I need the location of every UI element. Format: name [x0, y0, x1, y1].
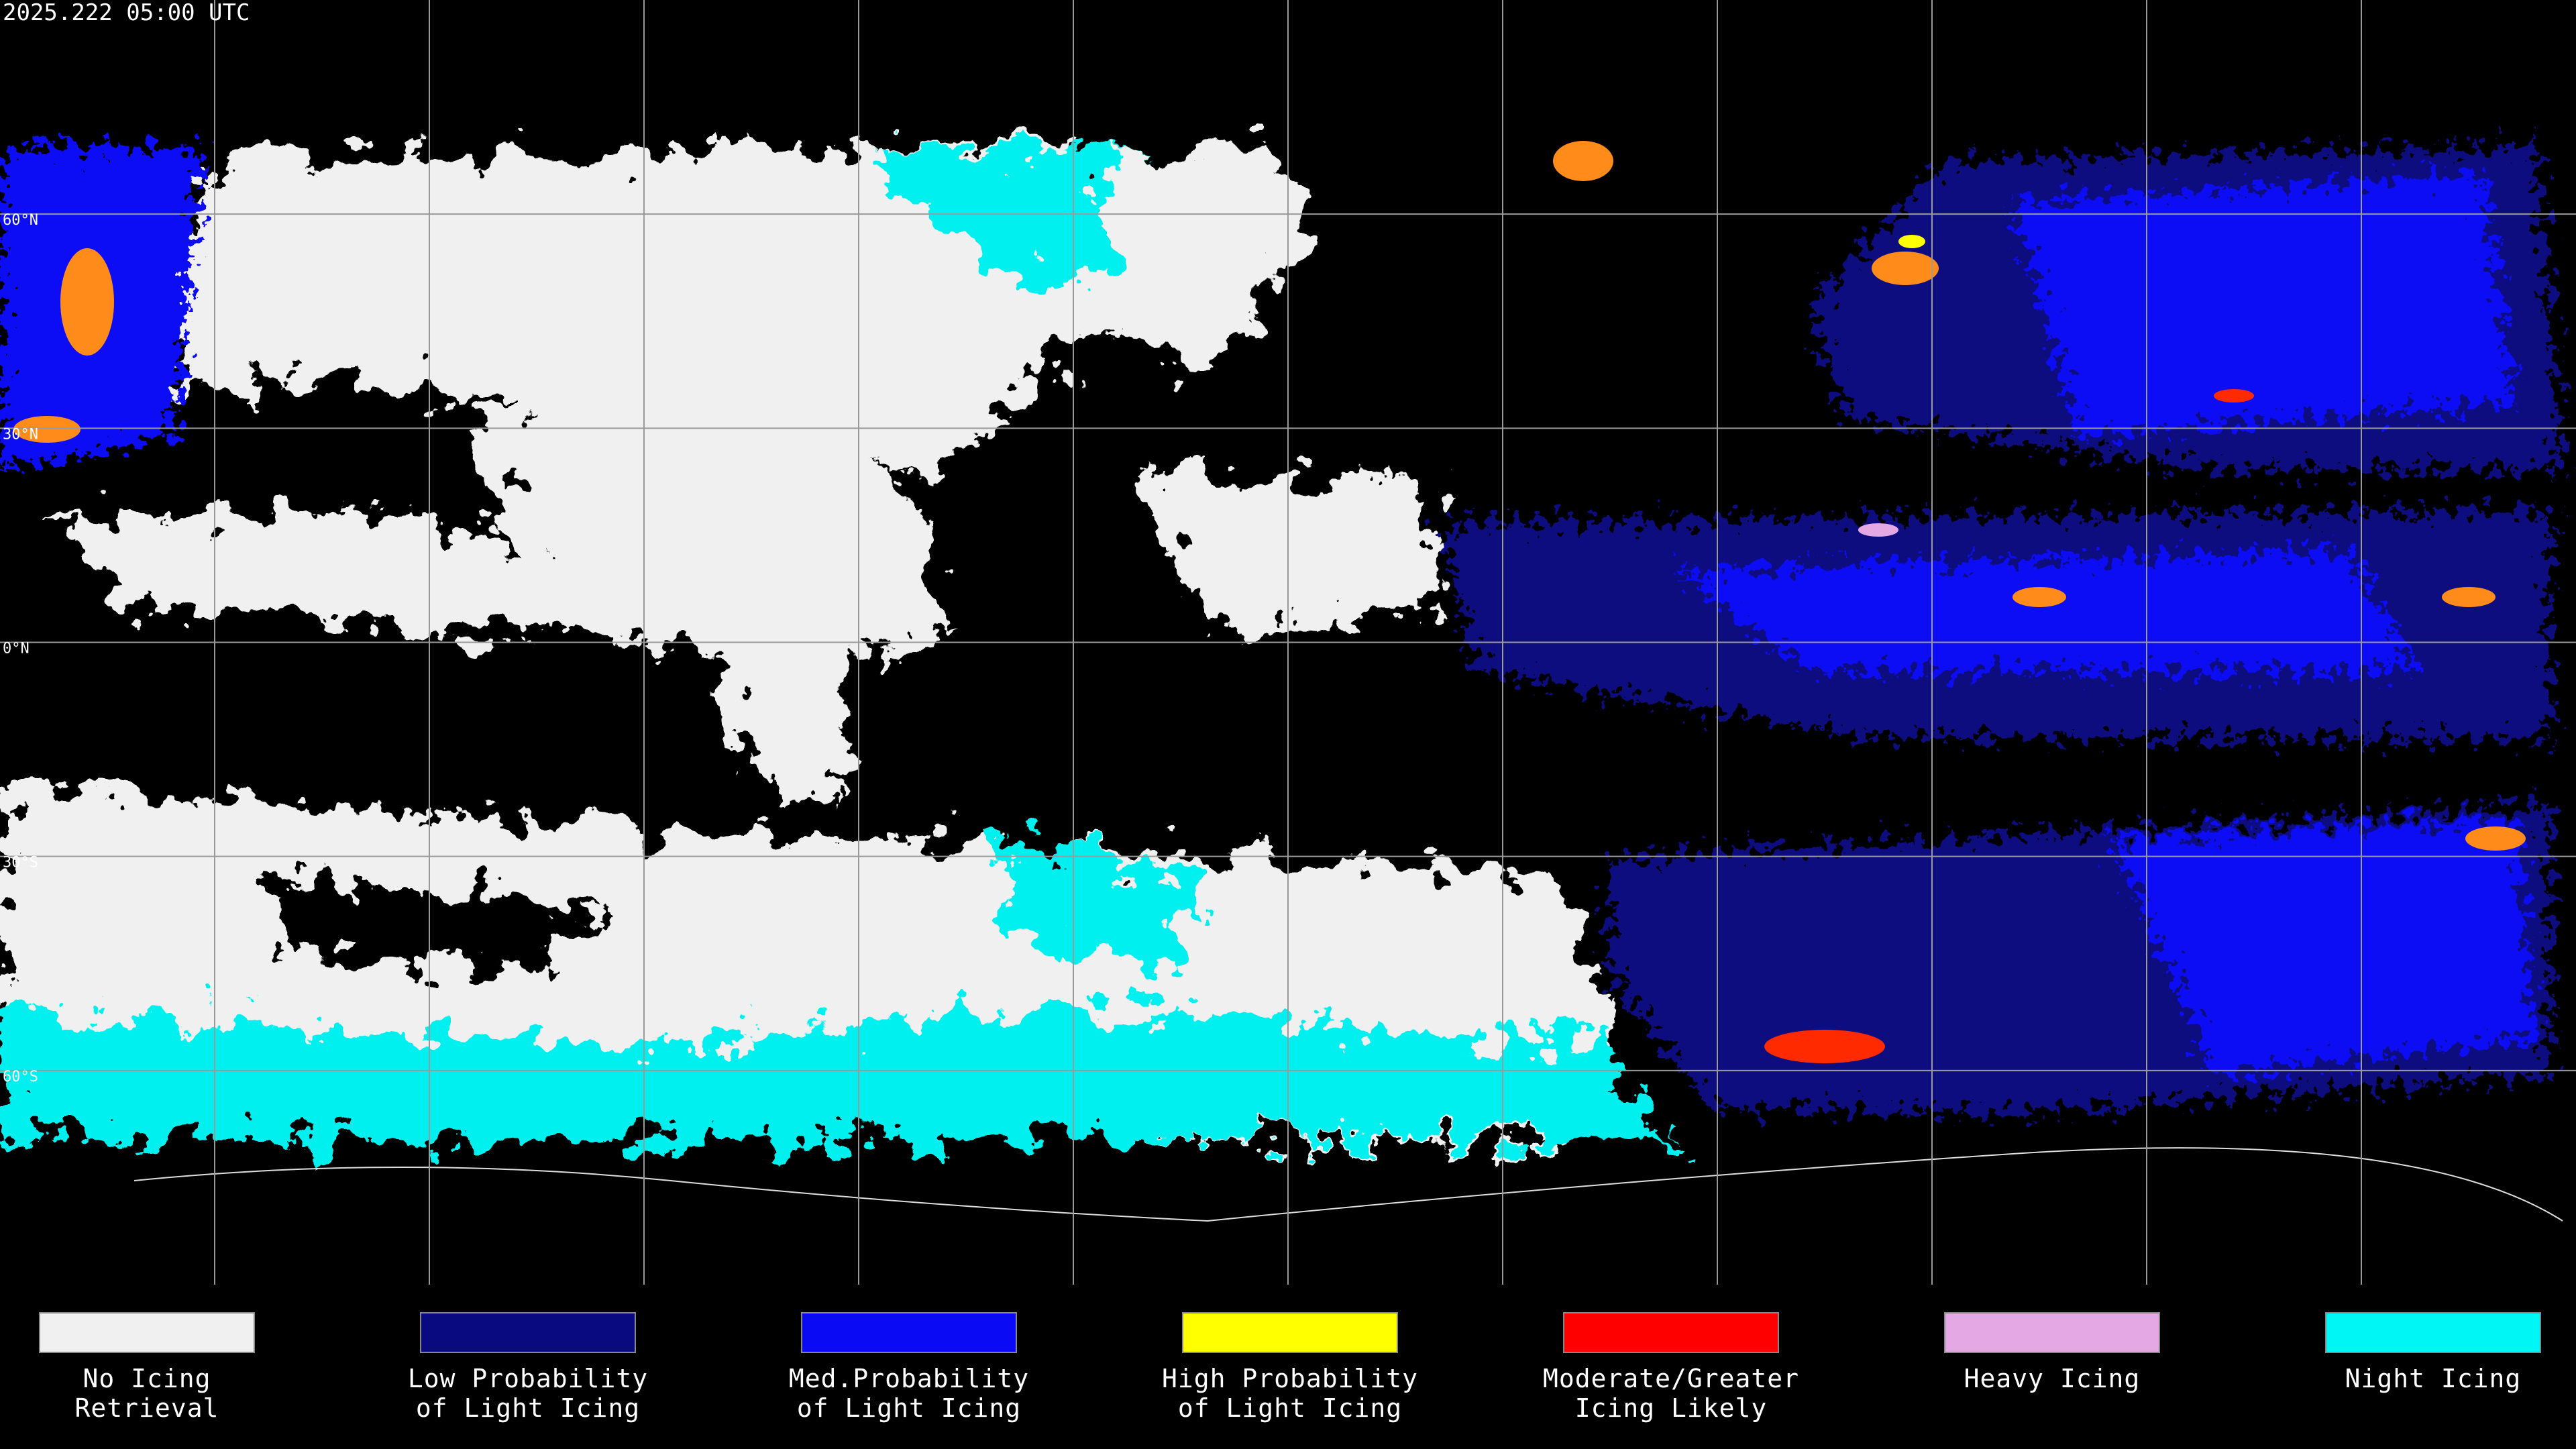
legend-label: of Light Icing	[1178, 1393, 1402, 1423]
legend-label: Heavy Icing	[1964, 1364, 2141, 1393]
icing-spot	[13, 416, 80, 443]
med-icing-area	[2113, 818, 2536, 1073]
graticule	[0, 0, 2576, 1285]
med-icing-area	[2012, 174, 2516, 436]
latitude-label: 60°S	[3, 1069, 38, 1085]
legend-label: High Probability	[1162, 1364, 1418, 1393]
clear-area	[268, 872, 604, 973]
latitude-label: 60°N	[3, 212, 38, 229]
cloud-area	[1107, 148, 1315, 376]
legend-label: Moderate/Greater	[1543, 1364, 1799, 1393]
latitude-labels: 60°N 30°N 0°N 30°S 60°S	[3, 212, 38, 1085]
legend-swatch	[1182, 1312, 1398, 1353]
moderate-icing-spot	[2214, 389, 2254, 402]
heavy-icing-spot	[1858, 523, 1898, 537]
legend-swatch	[1563, 1312, 1779, 1353]
legend-label: Icing Likely	[1575, 1393, 1768, 1423]
coastline	[133, 1147, 2563, 1222]
timestamp: 2025.222 05:00 UTC	[3, 0, 250, 26]
latitude-label: 0°N	[3, 641, 30, 657]
high-icing-spot	[1898, 235, 1925, 248]
legend-swatch	[801, 1312, 1017, 1353]
legend-label: Night Icing	[2345, 1364, 2522, 1393]
night-cloud-area	[1006, 839, 1208, 973]
cloud-area	[168, 141, 1140, 470]
legend-label: No Icing	[83, 1364, 211, 1393]
legend-label: Retrieval	[75, 1393, 219, 1423]
legend-swatch	[1944, 1312, 2160, 1353]
icing-spot	[2465, 826, 2526, 851]
icing-spot	[1553, 141, 1613, 181]
legend-label: Low Probability	[408, 1364, 648, 1393]
cloud-area	[1140, 470, 1442, 637]
legend-swatch	[420, 1312, 636, 1353]
moderate-icing-spot	[1764, 1030, 1885, 1063]
icing-spot	[1872, 252, 1939, 285]
latitude-label: 30°N	[3, 426, 38, 443]
legend-label: of Light Icing	[797, 1393, 1021, 1423]
legend-label: Med.Probability	[789, 1364, 1029, 1393]
icing-spot	[2012, 587, 2066, 607]
icing-spots	[13, 141, 2526, 1063]
cloud-area	[54, 510, 671, 637]
icing-spot	[60, 248, 114, 356]
legend-swatch	[39, 1312, 255, 1353]
legend-label: of Light Icing	[416, 1393, 640, 1423]
med-icing-area	[1677, 550, 2415, 671]
cloud-field-west	[0, 141, 1677, 1140]
legend-swatch	[2325, 1312, 2541, 1353]
night-cloud-band	[0, 1006, 1677, 1140]
cloud-area	[704, 537, 872, 805]
icing-field-east	[0, 148, 2563, 1114]
latitude-label: 30°S	[3, 855, 38, 871]
icing-spot	[2442, 587, 2496, 607]
